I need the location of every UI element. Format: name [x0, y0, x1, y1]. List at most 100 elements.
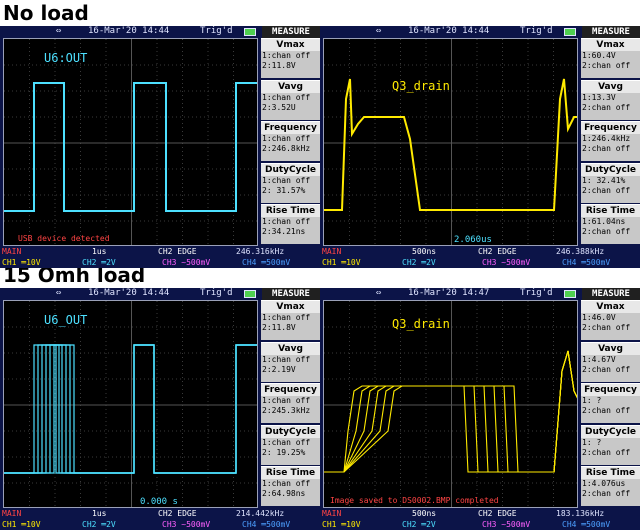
trigger-mode: CH2 EDGE [478, 509, 517, 518]
measure-item[interactable]: Vmax 1:46.0V 2:chan off [581, 300, 640, 340]
ch4-scale: CH4 ═500mV [242, 520, 291, 529]
measure-name: Frequency [261, 122, 320, 135]
measure-item[interactable]: Vmax 1:chan off 2:11.8V [261, 38, 320, 78]
measure-name: Vavg [261, 80, 320, 93]
measure-item[interactable]: Rise Time 1:chan off 2:34.21ns [261, 204, 320, 245]
ch4-scale: CH4 ═500mV [242, 258, 291, 267]
measure-menu-title[interactable]: MEASURE [262, 26, 320, 38]
measure-value-ch1: 1:chan off [262, 51, 311, 60]
measure-value-ch2: 2:34.21ns [262, 227, 306, 237]
measure-item[interactable]: Vavg 1:chan off 2:3.52U [261, 79, 320, 120]
measure-value-ch1: 1:chan off [262, 396, 311, 406]
measure-value-ch2: 2:chan off [582, 144, 631, 154]
measure-item[interactable]: Rise Time 1:61.04ns 2:chan off [581, 204, 640, 245]
measure-value-ch2: 2:chan off [582, 364, 631, 374]
battery-icon [244, 28, 256, 36]
status-message: USB device detected [18, 234, 110, 243]
timebase-value: 1us [92, 509, 107, 518]
waveform-svg [324, 301, 577, 507]
measure-item[interactable]: DutyCycle 1:chan off 2: 31.57% [261, 162, 320, 203]
measure-item[interactable]: Frequency 1:chan off 2:246.8kHz [261, 121, 320, 162]
measure-value-ch1: 1: 32.41% [582, 175, 626, 185]
measure-value-ch2: 2:2.19V [262, 364, 296, 374]
measure-name: DutyCycle [261, 163, 320, 176]
trace-label: Q3_drain [392, 317, 450, 331]
measure-name: Rise Time [581, 205, 640, 218]
measure-value-ch1: 1:13.3V [582, 92, 616, 102]
measure-item[interactable]: Rise Time 1:4.076us 2:chan off [581, 466, 640, 507]
measure-value-ch1: 1:4.076us [582, 479, 626, 489]
ch3-scale: CH3 ~500mV [482, 520, 531, 529]
measure-value-ch1: 1: ? [582, 396, 602, 406]
status-row-bottom: CH1 ═10V CH2 ═2V CH3 ~500mV CH4 ═500mV [0, 519, 320, 530]
scope-top-bar: ⇔ 16-Mar'20 14:47 Trig'd MEASURE [320, 288, 640, 300]
measure-menu: Vmax 1:46.0V 2:chan off Vavg 1:4.67V 2:chan o… [581, 300, 640, 508]
waveform-display: Q3_drain 2.060us [323, 38, 578, 246]
measure-value-ch1: 1:chan off [262, 437, 311, 447]
scope-status-bar: MAIN 500ns CH2 EDGE 183.136kHz CH1 ═10V CH2 ═… [320, 508, 640, 530]
measure-menu-title[interactable]: MEASURE [582, 288, 640, 300]
status-row-top: MAIN 500ns CH2 EDGE 183.136kHz [320, 508, 640, 519]
scope-status-bar: MAIN 500ns CH2 EDGE 246.388kHz CH1 ═10V CH2 ═… [320, 246, 640, 268]
trigger-status: Trig'd [200, 26, 233, 36]
status-row-bottom: CH1 ═10V CH2 ═2V CH3 ~500mV CH4 ═500mV [0, 257, 320, 268]
measure-item[interactable]: Frequency 1: ? 2:chan off [581, 383, 640, 424]
measure-menu: Vmax 1:60.4V 2:chan off Vavg 1:13.3V 2:chan o… [581, 38, 640, 246]
status-row-bottom: CH1 ═10V CH2 ═2V CH3 ~500mV CH4 ═500mV [320, 257, 640, 268]
measure-menu-title[interactable]: MEASURE [582, 26, 640, 38]
status-row-top: MAIN 1us CH2 EDGE 214.442kHz [0, 508, 320, 519]
measure-value-ch1: 1:4.67V [582, 354, 616, 364]
measure-name: Vavg [581, 342, 640, 355]
measure-item[interactable]: Rise Time 1:chan off 2:64.98ns [261, 466, 320, 507]
trace-q3-drain [324, 78, 577, 211]
measure-value-ch2: 2:11.8V [262, 61, 296, 70]
trigger-frequency: 183.136kHz [556, 509, 605, 518]
measure-name: DutyCycle [581, 163, 640, 176]
measure-value-ch2: 2:64.98ns [262, 489, 306, 499]
measure-value-ch2: 2:chan off [582, 406, 631, 416]
measure-item[interactable]: Frequency 1:246.4kHz 2:chan off [581, 121, 640, 162]
status-row-top: MAIN 1us CH2 EDGE 246.316kHz [0, 246, 320, 257]
measure-item[interactable]: Vmax 1:60.4V 2:chan off [581, 38, 640, 78]
status-main-label: MAIN [322, 247, 342, 256]
waveform-display: U6:OUT USB device detected [3, 38, 258, 246]
waveform-display: U6_OUT 0.000 s [3, 300, 258, 508]
scope-status-bar: MAIN 1us CH2 EDGE 214.442kHz CH1 ═10V CH2 ═2V… [0, 508, 320, 530]
measure-value-ch2: 2:11.8V [262, 323, 296, 332]
measure-name: Frequency [581, 384, 640, 397]
status-main-label: MAIN [2, 509, 22, 518]
measure-value-ch1: 1:chan off [262, 175, 311, 185]
scope-date: 16-Mar'20 14:47 [408, 288, 490, 298]
trace-label: U6_OUT [44, 313, 88, 327]
cursor-readout: 2.060us [454, 235, 492, 245]
waveform-svg [324, 39, 577, 245]
usb-icon: ⇔ [376, 288, 382, 298]
ch2-scale: CH2 ═2V [82, 258, 116, 267]
measure-value-ch1: 1:chan off [262, 217, 311, 227]
oscilloscope-panel: ⇔ 16-Mar'20 14:47 Trig'd MEASURE Q3_drain Ima… [320, 288, 640, 530]
timebase-value: 1us [92, 247, 107, 256]
waveform-svg [4, 39, 257, 245]
measure-item[interactable]: DutyCycle 1: ? 2:chan off [581, 424, 640, 465]
measure-item[interactable]: Vavg 1:13.3V 2:chan off [581, 79, 640, 120]
measure-value-ch2: 2: 31.57% [262, 185, 306, 195]
measure-item[interactable]: Vavg 1:4.67V 2:chan off [581, 341, 640, 382]
scope-top-bar: ⇔ 16-Mar'20 14:44 Trig'd MEASURE [0, 26, 320, 38]
cursor-readout: 0.000 s [140, 497, 178, 507]
measure-name: Vavg [581, 80, 640, 93]
measure-item[interactable]: Vavg 1:chan off 2:2.19V [261, 341, 320, 382]
measure-item[interactable]: DutyCycle 1: 32.41% 2:chan off [581, 162, 640, 203]
measure-name: DutyCycle [581, 425, 640, 438]
measure-menu-title[interactable]: MEASURE [262, 288, 320, 300]
measure-value-ch2: 2:3.52U [262, 102, 296, 112]
usb-icon: ⇔ [56, 26, 62, 36]
trace-label: U6:OUT [44, 51, 88, 65]
measure-value-ch1: 1:chan off [262, 354, 311, 364]
measure-item[interactable]: Frequency 1:chan off 2:245.3kHz [261, 383, 320, 424]
status-message: Image saved to DS0002.BMP completed [330, 496, 499, 505]
measure-item[interactable]: Vmax 1:chan off 2:11.8V [261, 300, 320, 340]
measure-name: DutyCycle [261, 425, 320, 438]
usb-icon: ⇔ [56, 288, 62, 298]
measure-item[interactable]: DutyCycle 1:chan off 2: 19.25% [261, 424, 320, 465]
measure-menu: Vmax 1:chan off 2:11.8V Vavg 1:chan off 2:2.1… [261, 300, 320, 508]
